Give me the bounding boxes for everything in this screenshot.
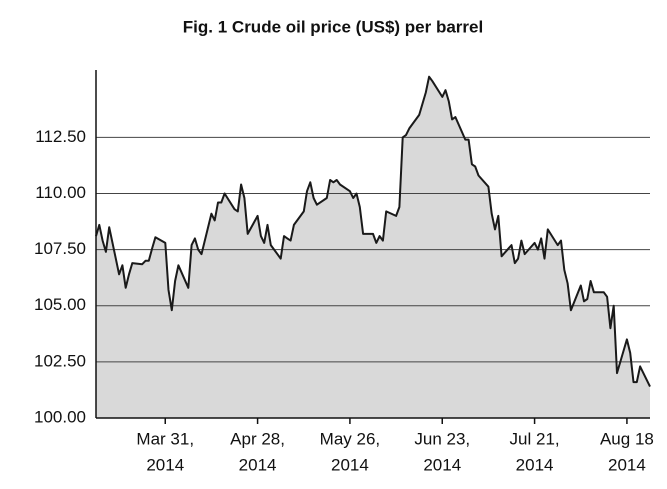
x-tick-label: May 26, [320, 429, 380, 448]
y-tick-label: 100.00 [34, 407, 86, 426]
x-tick-label: 2014 [516, 455, 554, 474]
y-tick-label: 112.50 [35, 127, 86, 146]
x-tick-label: 2014 [423, 455, 461, 474]
line [95, 75, 651, 388]
chart-title: Fig. 1 Crude oil price (US$) per barrel [183, 17, 483, 36]
x-tick-label: Aug 18 [600, 429, 654, 448]
y-tick-label: 102.50 [34, 351, 86, 370]
x-tick-label: Mar 31, [136, 429, 194, 448]
x-tick-label: 2014 [146, 455, 184, 474]
x-tick-label: 2014 [331, 455, 369, 474]
x-tick-label: 2014 [608, 455, 646, 474]
x-tick-label: Jun 23, [414, 429, 470, 448]
area [96, 76, 650, 418]
y-tick-label: 110.00 [35, 183, 86, 202]
x-tick-label: 2014 [239, 455, 277, 474]
y-tick-label: 107.50 [34, 239, 86, 258]
x-tick-label: Apr 28, [230, 429, 285, 448]
y-tick-label: 105.00 [34, 295, 86, 314]
x-tick-label: Jul 21, [510, 429, 560, 448]
